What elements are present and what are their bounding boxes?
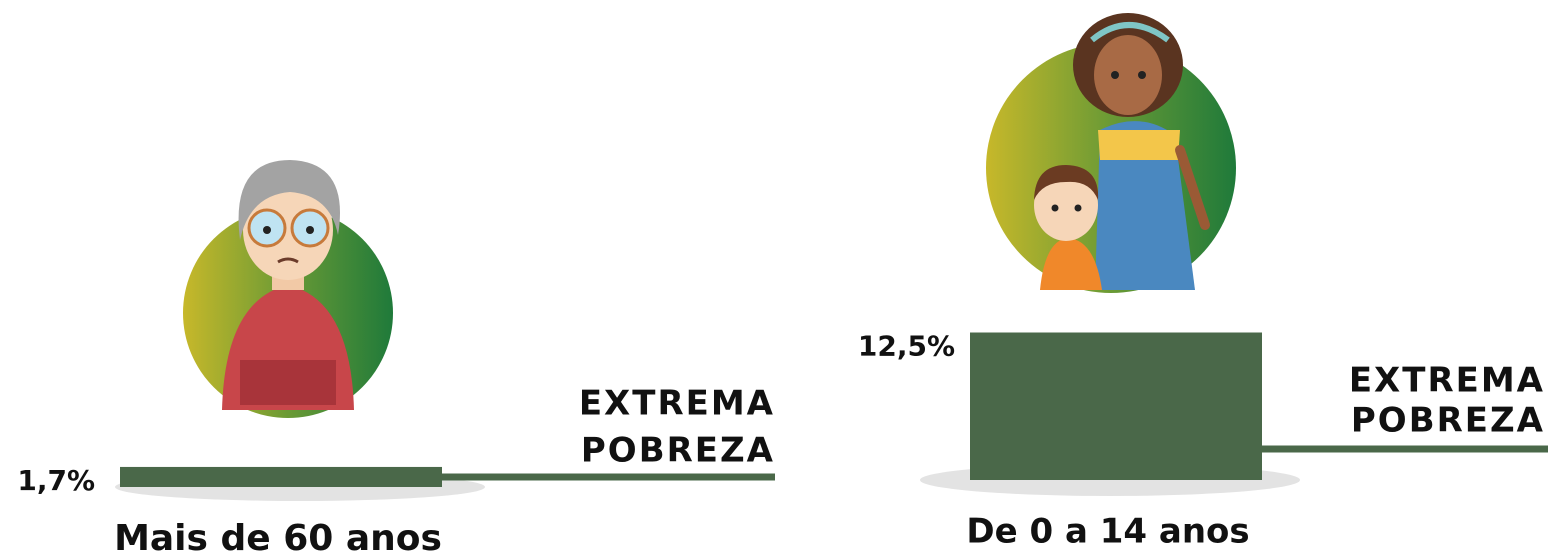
bar: [120, 466, 442, 487]
annotation: POBREZA: [1351, 401, 1545, 441]
children-illustration: [986, 13, 1236, 293]
elderly-illustration: [183, 160, 393, 418]
value-label: 12,5%: [858, 330, 955, 363]
annotation: POBREZA: [581, 431, 775, 471]
value-label: 1,7%: [17, 464, 95, 497]
category-label: Mais de 60 anos: [114, 518, 442, 557]
bar: [970, 332, 1262, 480]
annotation: EXTREMA: [1349, 361, 1545, 401]
annotation: EXTREMA: [579, 384, 775, 424]
category-label: De 0 a 14 anos: [966, 512, 1249, 552]
